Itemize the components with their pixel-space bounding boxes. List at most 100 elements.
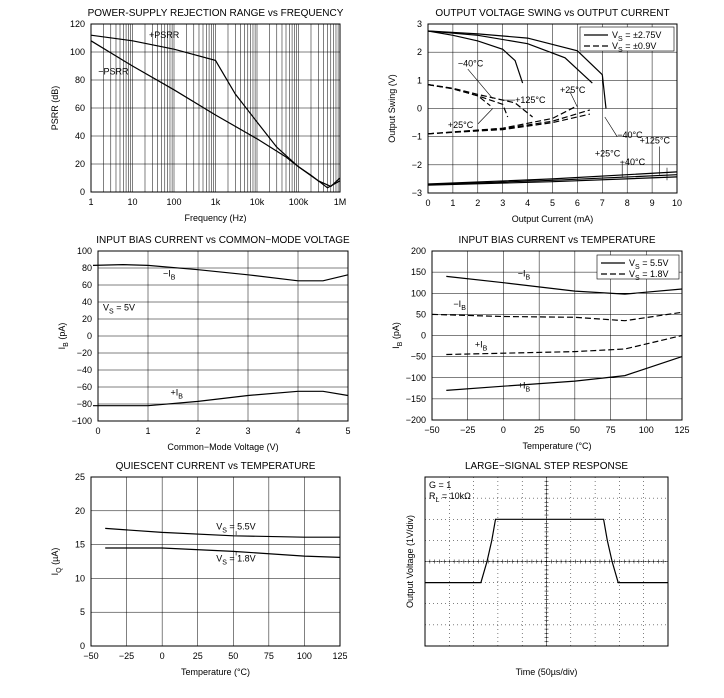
swing-plot-frame	[427, 23, 678, 194]
ib_temp-y-tick-label: 100	[411, 288, 426, 298]
swing-legend-label-sub: S	[618, 36, 623, 43]
ib_temp-legend-label-main: V	[629, 258, 635, 268]
ib_temp-x-tick-label: 75	[606, 425, 616, 435]
psrr-x-tick-label: 100	[166, 197, 181, 207]
iq_temp-y-tick-label: 25	[75, 472, 85, 482]
ib_vcm-y-tick-label: 100	[77, 246, 92, 256]
ib_temp-x-tick-label: 25	[534, 425, 544, 435]
iq_temp-y-axis-label-main: I	[50, 573, 60, 576]
swing-y-tick-label: 2	[417, 47, 422, 57]
ib_vcm-y-tick-label: 60	[82, 280, 92, 290]
iq_temp-x-tick-label: −25	[119, 651, 134, 661]
output-swing-chart: OUTPUT VOLTAGE SWING vs OUTPUT CURRENT 0 1…	[387, 8, 682, 224]
ib_vcm-plot-frame	[97, 250, 349, 422]
ib_temp-series-line	[446, 334, 683, 356]
iq_temp-y-tick-label: 20	[75, 506, 85, 516]
ib_vcm-x-tick-label: 0	[95, 426, 100, 436]
ib_temp-legend-label: VS = 5.5V	[629, 258, 668, 271]
swing-annotation-leader	[477, 108, 493, 125]
swing-series-line	[427, 171, 678, 185]
ib_vcm-label-plus-ib-main: +I	[171, 388, 179, 398]
ib_vcm-x-tick-label: 1	[145, 426, 150, 436]
psrr-x-tick-label: 100k	[289, 197, 309, 207]
iq_temp-y-axis-label-rest: (µA)	[50, 548, 60, 568]
ib_vcm-y-tick-label: −60	[77, 382, 92, 392]
swing-series-line	[427, 84, 533, 118]
swing-annotation-leader	[467, 68, 493, 99]
ib_vcm-label-plus-ib: +IB	[171, 388, 184, 401]
swing-legend-box	[579, 26, 675, 52]
psrr-x-tick-label: 1M	[334, 197, 347, 207]
swing-temp-annotation: +25°C	[595, 148, 621, 158]
ib_temp-label-minus-ib-dashed-main: −I	[453, 299, 461, 309]
swing-series-line	[427, 105, 578, 135]
ib_temp-x-tick-label: 0	[501, 425, 506, 435]
swing-x-tick-label: 7	[600, 198, 605, 208]
swing-temp-annotation: +125°C	[515, 95, 546, 105]
ib_vcm-label-minus-ib-sub: B	[171, 275, 176, 282]
iq_temp-x-tick-label: 0	[160, 651, 165, 661]
ib_vcm-y-tick-label: 20	[82, 314, 92, 324]
ib_temp-label-plus-ib-dashed: +IB	[475, 339, 488, 352]
ib_temp-y-tick-label: −200	[406, 415, 426, 425]
swing-legend-label-rest: = ±2.75V	[623, 30, 662, 40]
ib_vcm-vs-annotation: VS = 5V	[103, 303, 135, 316]
swing-y-tick-label: 0	[417, 104, 422, 114]
ib_temp-legend-label: VS = 1.8V	[629, 269, 668, 282]
step-plot-frame	[424, 476, 669, 647]
psrr-y-tick-label: 0	[80, 187, 85, 197]
ib_vcm-x-tick-label: 2	[195, 426, 200, 436]
ib_vcm-y-axis-label-sub: B	[63, 342, 70, 347]
ib_temp-y-tick-label: −150	[406, 394, 426, 404]
ib_temp-label-plus-ib-solid-main: +I	[518, 380, 526, 390]
iq_temp-label-5v5-main: V	[216, 522, 222, 532]
iq_temp-y-axis-label: IQ (µA)	[50, 548, 63, 576]
ib_temp-legend-label-rest: = 5.5V	[640, 258, 669, 268]
ib_vcm-y-axis-label-rest: (pA)	[57, 323, 67, 343]
ib_temp-legend-label-main: V	[629, 269, 635, 279]
ib_vcm-vs-rest: = 5V	[114, 303, 135, 313]
swing-temp-annotation: −40°C	[617, 130, 643, 140]
swing-temp-annotation: +25°C	[448, 120, 474, 130]
iq_temp-label-5v5: VS = 5.5V	[216, 522, 255, 535]
psrr-series-label-plus: +PSRR	[149, 30, 180, 40]
ib_vcm-y-tick-label: −100	[72, 416, 92, 426]
ib_vcm-series-line	[93, 390, 349, 407]
ib_vcm-y-tick-label: −80	[77, 399, 92, 409]
swing-temp-annotation: +25°C	[560, 85, 586, 95]
ib_temp-y-axis-label-main: I	[391, 346, 401, 349]
ib_vcm-x-tick-label: 4	[295, 426, 300, 436]
step-y-axis-label: Output Voltage (1V/div)	[405, 515, 415, 608]
iq_temp-series-line	[105, 527, 340, 538]
ib_temp-y-axis-label-rest: (pA)	[391, 322, 401, 342]
psrr-y-tick-label: 40	[75, 131, 85, 141]
ib_temp-y-tick-label: 200	[411, 246, 426, 256]
psrr-x-tick-label: 1	[88, 197, 93, 207]
psrr-y-tick-label: 80	[75, 75, 85, 85]
swing-legend-label-sub: S	[618, 47, 623, 54]
ib_vcm-y-tick-label: 40	[82, 297, 92, 307]
swing-temp-annotation: +125°C	[640, 136, 671, 146]
ib_vcm-label-minus-ib-main: −I	[163, 269, 171, 279]
ib_temp-legend-label-rest: = 1.8V	[640, 269, 669, 279]
step-rl-annotation-main: R	[429, 491, 436, 501]
psrr-plot-frame	[90, 23, 341, 193]
iq_temp-label-1v8-main: V	[216, 554, 222, 564]
ib_temp-x-axis-label: Temperature (°C)	[522, 441, 591, 451]
ib_temp-series-line	[446, 356, 683, 391]
iq_temp-label-1v8-sub: S	[222, 560, 227, 567]
ib_temp-y-tick-label: −50	[411, 352, 426, 362]
ib_temp-label-minus-ib-solid: −IB	[518, 268, 531, 281]
psrr-y-tick-label: 120	[70, 19, 85, 29]
swing-temp-annotation: −40°C	[458, 58, 484, 68]
iq_temp-y-tick-label: 10	[75, 573, 85, 583]
ib_vcm-x-tick-label: 5	[345, 426, 350, 436]
swing-x-tick-label: 0	[425, 198, 430, 208]
iq_temp-x-tick-label: 50	[228, 651, 238, 661]
ib_vcm-vs-main: V	[103, 303, 109, 313]
step-title: LARGE−SIGNAL STEP RESPONSE	[465, 461, 628, 472]
swing-x-axis-label: Output Current (mA)	[512, 214, 594, 224]
swing-series-line	[427, 30, 593, 84]
iq_temp-y-tick-label: 15	[75, 540, 85, 550]
iq_temp-x-tick-label: −50	[83, 651, 98, 661]
